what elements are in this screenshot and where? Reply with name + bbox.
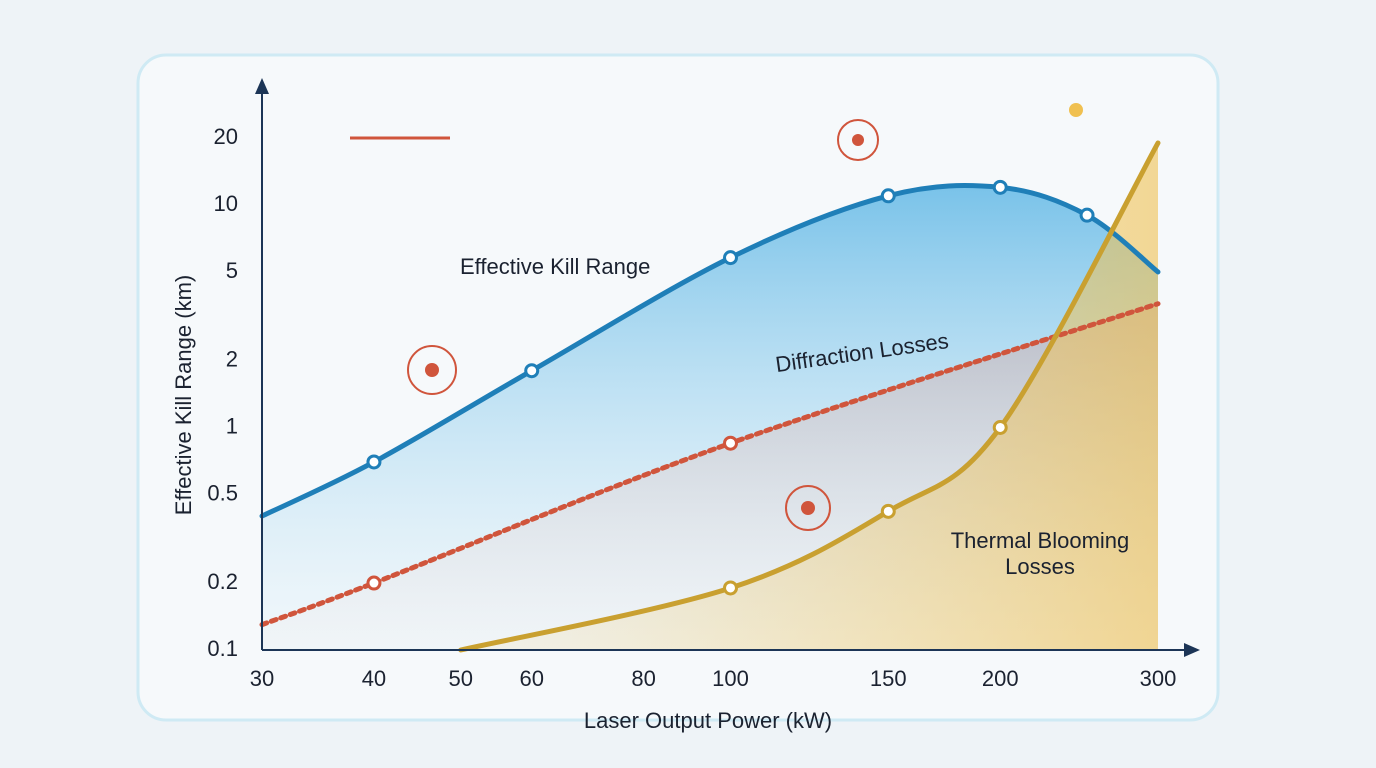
point-marker	[880, 188, 896, 204]
point-marker	[1079, 207, 1095, 223]
y-tick-label: 0.2	[207, 569, 238, 594]
point-marker	[722, 250, 738, 266]
series-label: Thermal Blooming Losses	[950, 528, 1130, 579]
y-tick-label: 0.1	[207, 636, 238, 661]
point-marker	[366, 454, 382, 470]
y-tick-label: 10	[214, 191, 238, 216]
point-marker	[524, 363, 540, 379]
x-tick-label: 60	[519, 666, 543, 691]
area-fill	[460, 142, 1158, 650]
y-tick-label: 0.5	[207, 480, 238, 505]
point-marker	[722, 435, 738, 451]
y-tick-label: 2	[226, 346, 238, 371]
x-tick-label: 200	[982, 666, 1019, 691]
y-arrow	[255, 78, 269, 94]
y-tick-label: 5	[226, 258, 238, 283]
x-tick-label: 150	[870, 666, 907, 691]
x-tick-label: 40	[362, 666, 386, 691]
point-marker	[366, 575, 382, 591]
point-marker	[992, 179, 1008, 195]
series-line	[259, 301, 1161, 628]
point-marker	[992, 419, 1008, 435]
x-tick-label: 100	[712, 666, 749, 691]
x-arrow	[1184, 643, 1200, 657]
x-tick-label: 30	[250, 666, 274, 691]
series-line	[259, 183, 1161, 519]
y-tick-label: 20	[214, 124, 238, 149]
point-marker	[880, 503, 896, 519]
decor	[350, 103, 1083, 531]
point-marker	[722, 580, 738, 596]
y-axis-title: Effective Kill Range (km)	[171, 275, 196, 515]
x-tick-label: 50	[449, 666, 473, 691]
y-tick-label: 1	[226, 413, 238, 438]
x-axis-title: Laser Output Power (kW)	[584, 708, 832, 733]
x-tick-label: 80	[631, 666, 655, 691]
series-label: Effective Kill Range	[460, 254, 651, 279]
x-tick-label: 300	[1140, 666, 1177, 691]
